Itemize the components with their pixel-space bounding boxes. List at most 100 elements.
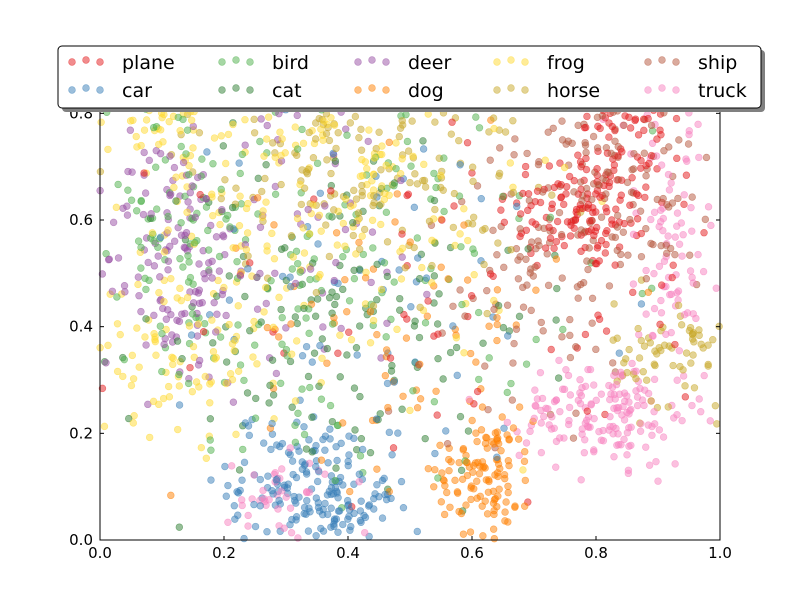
point-horse bbox=[322, 221, 330, 229]
point-frog bbox=[235, 221, 244, 230]
point-ship bbox=[484, 405, 492, 414]
point-plane bbox=[673, 154, 681, 163]
point-plane bbox=[389, 444, 398, 452]
point-deer bbox=[423, 290, 431, 299]
point-plane bbox=[547, 345, 555, 354]
point-dog bbox=[489, 487, 498, 496]
point-cat bbox=[435, 290, 443, 298]
point-horse bbox=[494, 239, 502, 247]
point-plane bbox=[334, 349, 342, 357]
point-bird bbox=[154, 243, 162, 252]
point-frog bbox=[260, 308, 268, 316]
point-ship bbox=[626, 215, 634, 224]
point-frog bbox=[133, 143, 141, 151]
point-deer bbox=[342, 125, 350, 133]
point-truck bbox=[578, 430, 586, 438]
point-car bbox=[442, 427, 450, 435]
point-deer bbox=[164, 266, 172, 274]
point-car bbox=[264, 472, 272, 480]
point-deer bbox=[170, 163, 179, 172]
point-plane bbox=[546, 234, 555, 242]
point-frog bbox=[259, 207, 267, 215]
point-truck bbox=[286, 504, 295, 512]
point-plane bbox=[196, 190, 204, 199]
point-cat bbox=[175, 523, 184, 531]
point-car bbox=[431, 449, 439, 458]
point-frog bbox=[317, 227, 325, 235]
point-ship bbox=[662, 241, 670, 249]
point-dog bbox=[346, 487, 354, 496]
legend-label: deer bbox=[408, 52, 451, 74]
legend-item-cat: cat bbox=[218, 80, 302, 102]
point-frog bbox=[288, 350, 296, 358]
point-horse bbox=[302, 168, 311, 176]
point-horse bbox=[369, 201, 377, 210]
point-cat bbox=[331, 300, 339, 309]
point-car bbox=[356, 516, 365, 525]
point-bird bbox=[369, 244, 377, 252]
point-dog bbox=[493, 435, 501, 443]
point-cat bbox=[219, 142, 228, 150]
point-truck bbox=[566, 391, 575, 399]
point-car bbox=[303, 470, 311, 478]
point-bird bbox=[236, 361, 245, 369]
point-ship bbox=[597, 213, 606, 221]
point-deer bbox=[164, 257, 173, 265]
point-ship bbox=[512, 325, 521, 333]
point-deer bbox=[282, 324, 290, 332]
point-ship bbox=[583, 257, 591, 265]
point-truck bbox=[673, 411, 681, 419]
point-dog bbox=[504, 518, 512, 526]
point-frog bbox=[253, 360, 261, 368]
point-cat bbox=[311, 312, 320, 320]
point-plane bbox=[570, 176, 578, 185]
point-plane bbox=[521, 162, 530, 171]
point-horse bbox=[425, 217, 434, 226]
point-horse bbox=[548, 191, 556, 199]
point-deer bbox=[98, 270, 107, 278]
point-car bbox=[230, 502, 238, 510]
point-bird bbox=[156, 322, 165, 330]
point-car bbox=[240, 534, 248, 543]
point-truck bbox=[526, 427, 534, 436]
point-ship bbox=[519, 303, 528, 311]
point-bird bbox=[179, 263, 187, 271]
point-truck bbox=[657, 218, 665, 226]
point-dog bbox=[473, 437, 481, 446]
point-dog bbox=[494, 472, 502, 481]
point-bird bbox=[185, 258, 193, 266]
point-dog bbox=[511, 502, 519, 510]
point-truck bbox=[545, 421, 553, 429]
legend-label: plane bbox=[122, 52, 175, 74]
point-car bbox=[302, 342, 311, 351]
point-cat bbox=[300, 304, 308, 313]
point-frog bbox=[277, 151, 285, 160]
point-cat bbox=[328, 417, 337, 426]
point-bird bbox=[296, 268, 304, 276]
point-deer bbox=[222, 311, 230, 320]
point-bird bbox=[251, 414, 260, 422]
point-bird bbox=[328, 320, 337, 328]
point-truck bbox=[679, 372, 688, 380]
point-deer bbox=[108, 287, 117, 295]
point-truck bbox=[657, 296, 665, 305]
point-car bbox=[224, 481, 232, 490]
point-cat bbox=[396, 294, 404, 303]
point-plane bbox=[618, 148, 626, 156]
point-cat bbox=[293, 319, 302, 328]
point-bird bbox=[326, 401, 335, 410]
point-truck bbox=[695, 153, 703, 162]
point-bird bbox=[305, 329, 313, 338]
point-truck bbox=[522, 439, 531, 447]
point-plane bbox=[522, 226, 531, 234]
point-dog bbox=[467, 482, 476, 490]
point-deer bbox=[114, 254, 123, 262]
point-bird bbox=[298, 125, 306, 134]
point-car bbox=[251, 522, 260, 531]
point-frog bbox=[378, 150, 386, 159]
point-plane bbox=[557, 180, 565, 189]
point-bird bbox=[184, 252, 192, 260]
point-bird bbox=[409, 387, 417, 395]
point-truck bbox=[576, 376, 584, 384]
point-truck bbox=[678, 416, 686, 425]
